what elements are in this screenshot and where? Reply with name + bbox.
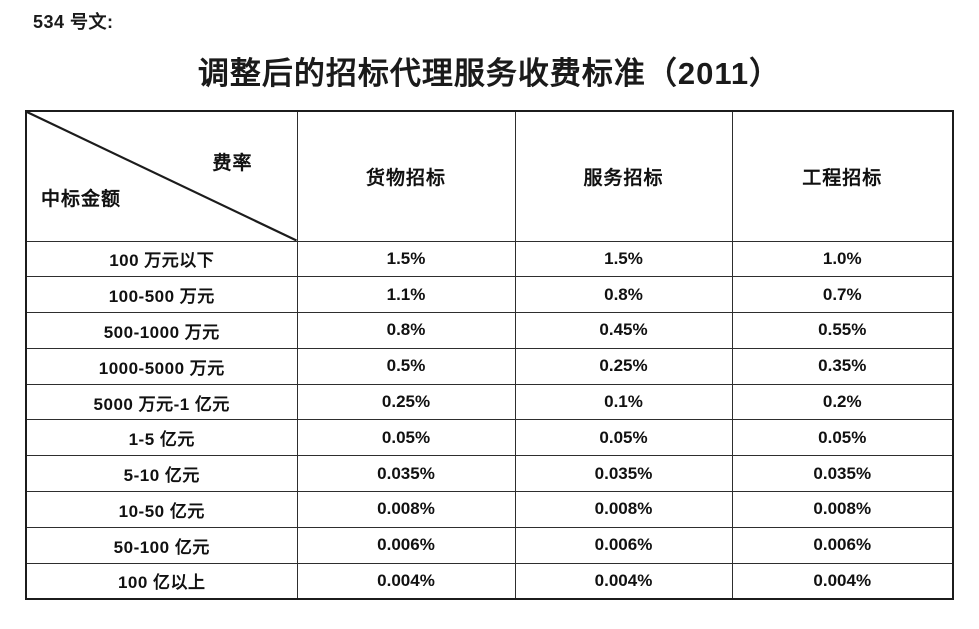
fee-rate-cell: 0.05% xyxy=(296,419,516,457)
fee-rate-cell: 0.8% xyxy=(296,312,516,349)
table-row: 5-10 亿元 0.035% 0.035% 0.035% xyxy=(25,455,954,493)
amount-range-cell: 1-5 亿元 xyxy=(25,419,298,457)
fee-rate-cell: 0.5% xyxy=(296,347,516,385)
amount-range-cell: 100 万元以下 xyxy=(25,240,298,278)
fee-rate-cell: 1.1% xyxy=(296,276,516,314)
diagonal-divider-line xyxy=(27,112,296,240)
doc-number-label: 534 号文: xyxy=(33,12,114,32)
fee-rate-cell: 0.2% xyxy=(731,383,954,421)
table-row: 1-5 亿元 0.05% 0.05% 0.05% xyxy=(25,419,954,457)
page-title: 调整后的招标代理服务收费标准（2011） xyxy=(197,56,782,91)
header-row: 费率 中标金额 货物招标 服务招标 工程招标 xyxy=(25,110,954,242)
amount-range-cell: 100 亿以上 xyxy=(25,562,298,600)
amount-range-cell: 50-100 亿元 xyxy=(25,526,298,564)
fee-rate-cell: 1.5% xyxy=(514,240,733,278)
column-header-service-bidding: 服务招标 xyxy=(514,110,733,242)
fee-rate-cell: 0.004% xyxy=(296,562,516,600)
fee-rate-cell: 0.05% xyxy=(514,419,733,457)
amount-range-cell: 5-10 亿元 xyxy=(25,455,298,493)
fee-rate-cell: 0.035% xyxy=(731,455,954,493)
amount-range-cell: 500-1000 万元 xyxy=(25,312,298,349)
fee-rate-cell: 1.5% xyxy=(296,240,516,278)
fee-rate-cell: 0.035% xyxy=(296,455,516,493)
fee-rate-cell: 0.55% xyxy=(731,312,954,349)
table-row: 100 万元以下 1.5% 1.5% 1.0% xyxy=(25,240,954,278)
corner-label-rate: 费率 xyxy=(212,153,253,174)
fee-rate-cell: 0.25% xyxy=(296,383,516,421)
corner-header-cell: 费率 中标金额 xyxy=(25,110,298,242)
fee-rate-cell: 0.006% xyxy=(731,526,954,564)
column-header-engineering-bidding: 工程招标 xyxy=(731,110,954,242)
fee-rate-cell: 0.035% xyxy=(514,455,733,493)
table-row: 100 亿以上 0.004% 0.004% 0.004% xyxy=(25,562,954,600)
fee-rate-cell: 1.0% xyxy=(731,240,954,278)
fee-rate-cell: 0.006% xyxy=(296,526,516,564)
table-row: 5000 万元-1 亿元 0.25% 0.1% 0.2% xyxy=(25,383,954,421)
fee-rate-cell: 0.35% xyxy=(731,347,954,385)
fee-rate-cell: 0.008% xyxy=(514,491,733,528)
fee-table: 费率 中标金额 货物招标 服务招标 工程招标 100 万元以下 1.5% 1.5% 1… xyxy=(25,110,954,600)
fee-rate-cell: 0.8% xyxy=(514,276,733,314)
fee-rate-cell: 0.25% xyxy=(514,347,733,385)
table-row: 10-50 亿元 0.008% 0.008% 0.008% xyxy=(25,491,954,528)
table-row: 100-500 万元 1.1% 0.8% 0.7% xyxy=(25,276,954,314)
amount-range-cell: 5000 万元-1 亿元 xyxy=(25,383,298,421)
table-row: 500-1000 万元 0.8% 0.45% 0.55% xyxy=(25,312,954,349)
column-header-goods-bidding: 货物招标 xyxy=(296,110,516,242)
fee-rate-cell: 0.05% xyxy=(731,419,954,457)
fee-rate-cell: 0.45% xyxy=(514,312,733,349)
fee-table-body: 100 万元以下 1.5% 1.5% 1.0% 100-500 万元 1.1% 0.8% 0.… xyxy=(25,240,954,600)
fee-rate-cell: 0.004% xyxy=(514,562,733,600)
fee-rate-cell: 0.1% xyxy=(514,383,733,421)
table-row: 1000-5000 万元 0.5% 0.25% 0.35% xyxy=(25,347,954,385)
corner-label-amount: 中标金额 xyxy=(41,188,122,210)
fee-rate-cell: 0.004% xyxy=(731,562,954,600)
amount-range-cell: 10-50 亿元 xyxy=(25,491,298,528)
fee-rate-cell: 0.008% xyxy=(731,491,954,528)
amount-range-cell: 100-500 万元 xyxy=(25,276,298,314)
fee-rate-cell: 0.7% xyxy=(731,276,954,314)
amount-range-cell: 1000-5000 万元 xyxy=(25,347,298,385)
fee-rate-cell: 0.006% xyxy=(514,526,733,564)
table-row: 50-100 亿元 0.006% 0.006% 0.006% xyxy=(25,526,954,564)
fee-rate-cell: 0.008% xyxy=(296,491,516,528)
